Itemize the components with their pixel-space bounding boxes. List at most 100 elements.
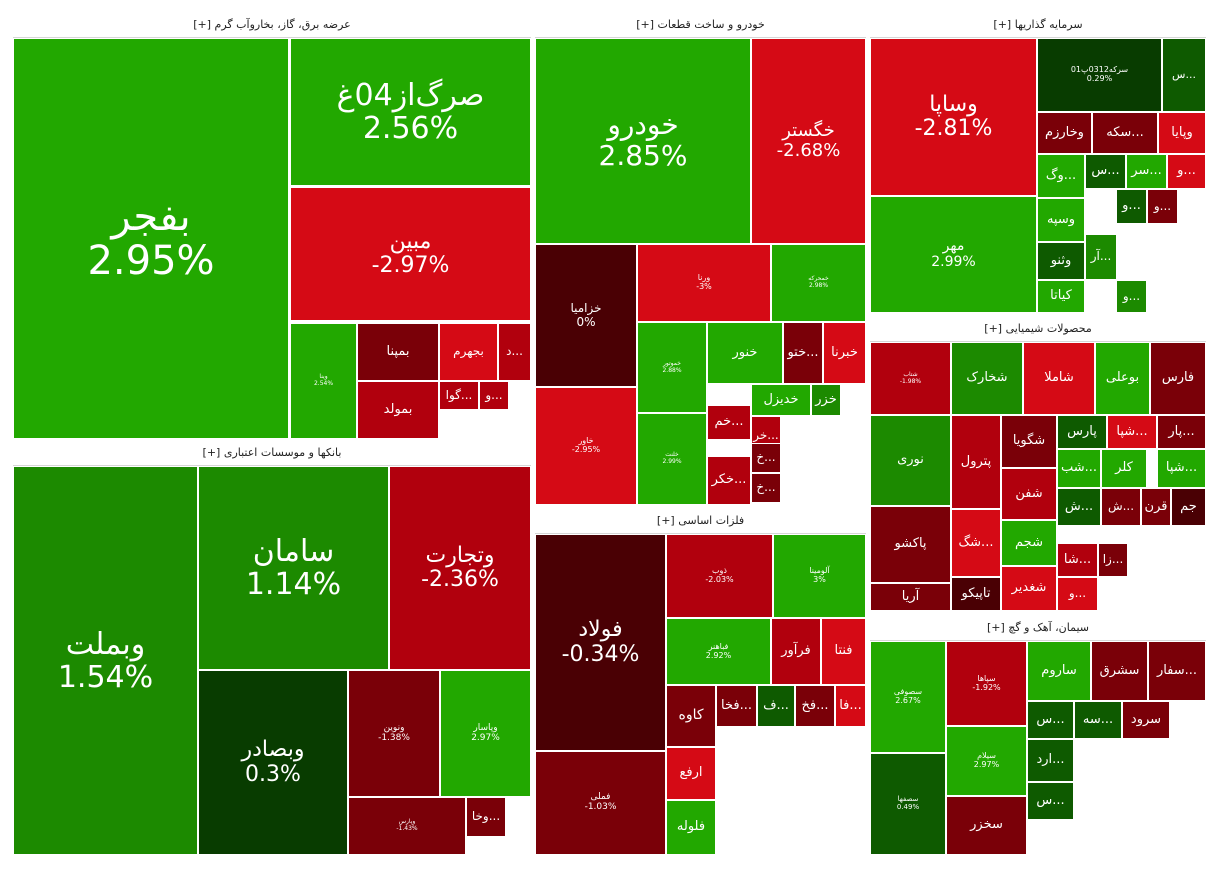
stock-tile[interactable]: بجهرم xyxy=(439,323,498,381)
stock-tile[interactable]: فلوله xyxy=(666,800,716,855)
stock-tile[interactable]: ...پار xyxy=(1157,415,1206,449)
stock-tile[interactable]: سصفها 0.49% xyxy=(870,753,946,855)
stock-tile[interactable]: ...سر xyxy=(1126,154,1167,189)
stock-tile[interactable]: شگویا xyxy=(1001,415,1057,468)
stock-tile[interactable]: شجم xyxy=(1001,520,1057,566)
stock-tile[interactable]: ...ف xyxy=(757,685,795,727)
stock-tile[interactable]: پارس xyxy=(1057,415,1107,449)
stock-tile[interactable]: وبصادر 0.3% xyxy=(198,670,348,855)
stock-tile[interactable]: ...شپا xyxy=(1107,415,1157,449)
stock-tile[interactable]: شخارک xyxy=(951,342,1023,415)
stock-tile[interactable]: ...س xyxy=(1162,38,1206,112)
stock-tile[interactable]: سصوفی 2.67% xyxy=(870,641,946,753)
stock-tile[interactable]: ...فخ xyxy=(795,685,835,727)
stock-tile[interactable]: ...و xyxy=(1116,280,1147,313)
stock-tile[interactable]: خموتور 2.88% xyxy=(637,322,707,413)
stock-tile[interactable]: ...د xyxy=(498,323,531,381)
sector-title[interactable]: بانکها و موسسات اعتباری [+] xyxy=(13,441,531,466)
stock-tile[interactable]: وبملت 1.54% xyxy=(13,466,198,855)
stock-tile[interactable]: ساروم xyxy=(1027,641,1091,701)
stock-tile[interactable]: کاوه xyxy=(666,685,716,747)
stock-tile[interactable]: خنور xyxy=(707,322,783,384)
stock-tile[interactable]: ...و xyxy=(1116,189,1147,224)
stock-tile[interactable]: ...س xyxy=(1085,154,1126,189)
stock-tile[interactable]: شاملا xyxy=(1023,342,1095,415)
sector-title[interactable]: محصولات شیمیایی [+] xyxy=(870,317,1206,342)
stock-tile[interactable]: ...و xyxy=(1057,577,1098,611)
stock-tile[interactable]: تاپیکو xyxy=(951,577,1001,611)
stock-tile[interactable]: آلومینا 3% xyxy=(773,534,866,618)
stock-tile[interactable]: بفجر 2.95% xyxy=(13,38,289,439)
stock-tile[interactable]: ...ارد xyxy=(1027,739,1074,782)
sector-title[interactable]: خودرو و ساخت قطعات [+] xyxy=(535,13,866,38)
stock-tile[interactable]: ذوب -2.03% xyxy=(666,534,773,618)
sector-title[interactable]: عرضه برق، گاز، بخاروآب گرم [+] xyxy=(13,13,531,38)
stock-tile[interactable]: وثنو xyxy=(1037,242,1085,280)
stock-tile[interactable]: سپاها -1.92% xyxy=(946,641,1027,726)
stock-tile[interactable]: وخارزم xyxy=(1037,112,1092,154)
stock-tile[interactable]: ...شپا xyxy=(1157,449,1206,488)
stock-tile[interactable]: ...شا xyxy=(1057,543,1098,577)
stock-tile[interactable]: وینا 2.54% xyxy=(290,323,357,439)
stock-tile[interactable]: ونوین -1.38% xyxy=(348,670,440,797)
stock-tile[interactable]: ...و xyxy=(1147,189,1178,224)
stock-tile[interactable]: وپایا xyxy=(1158,112,1206,154)
stock-tile[interactable]: سرکه0312پ01 0.29% xyxy=(1037,38,1162,112)
stock-tile[interactable]: خزر xyxy=(811,384,841,416)
stock-tile[interactable]: ...ش xyxy=(1057,488,1101,526)
stock-tile[interactable]: ...و xyxy=(479,381,509,410)
stock-tile[interactable]: سامان 1.14% xyxy=(198,466,389,670)
sector-title[interactable]: فلزات اساسی [+] xyxy=(535,509,866,534)
stock-tile[interactable]: ورنا -3% xyxy=(637,244,771,322)
stock-tile[interactable]: کیاتا xyxy=(1037,280,1085,313)
stock-tile[interactable]: ...فخا xyxy=(716,685,757,727)
stock-tile[interactable]: ...گوا xyxy=(439,381,479,410)
stock-tile[interactable]: خبرنا xyxy=(823,322,866,384)
stock-tile[interactable]: ...وخا xyxy=(466,797,506,837)
stock-tile[interactable]: فارس xyxy=(1150,342,1206,415)
stock-tile[interactable]: صرگ‌از04غ 2.56% xyxy=(290,38,531,186)
stock-tile[interactable]: خلنت 2.99% xyxy=(637,413,707,505)
stock-tile[interactable]: سرود xyxy=(1122,701,1170,739)
sector-title[interactable]: سرمایه گذاریها [+] xyxy=(870,13,1206,38)
stock-tile[interactable]: سشرق xyxy=(1091,641,1148,701)
stock-tile[interactable]: کلر xyxy=(1101,449,1147,488)
stock-tile[interactable]: خدیزل xyxy=(751,384,811,416)
stock-tile[interactable]: ...س xyxy=(1027,782,1074,820)
stock-tile[interactable]: ...شب xyxy=(1057,449,1101,488)
stock-tile[interactable]: ...آر xyxy=(1085,234,1117,280)
stock-tile[interactable]: ارفع xyxy=(666,747,716,800)
sector-title[interactable]: سیمان، آهک و گچ [+] xyxy=(870,616,1206,641)
stock-tile[interactable]: وپاسار 2.97% xyxy=(440,670,531,797)
stock-tile[interactable]: ...ختو xyxy=(783,322,823,384)
stock-tile[interactable]: وساپا -2.81% xyxy=(870,38,1037,196)
stock-tile[interactable]: شتاب -1.98% xyxy=(870,342,951,415)
stock-tile[interactable]: بمولد xyxy=(357,381,439,439)
stock-tile[interactable]: وسپه xyxy=(1037,198,1085,242)
stock-tile[interactable]: جم xyxy=(1171,488,1206,526)
stock-tile[interactable]: مبین -2.97% xyxy=(290,187,531,321)
stock-tile[interactable]: ...شگ xyxy=(951,509,1001,577)
stock-tile[interactable]: مهر 2.99% xyxy=(870,196,1037,313)
stock-tile[interactable]: سیلام 2.97% xyxy=(946,726,1027,796)
stock-tile[interactable]: ...سه xyxy=(1074,701,1122,739)
stock-tile[interactable]: پترول xyxy=(951,415,1001,509)
stock-tile[interactable]: سخزر xyxy=(946,796,1027,855)
stock-tile[interactable]: ...خکر xyxy=(707,456,751,505)
stock-tile[interactable]: پاکشو xyxy=(870,506,951,583)
stock-tile[interactable]: ...وگ xyxy=(1037,154,1085,198)
stock-tile[interactable]: ...خ xyxy=(751,443,781,473)
stock-tile[interactable]: خمحرکه 2.98% xyxy=(771,244,866,322)
stock-tile[interactable]: شفن xyxy=(1001,468,1057,520)
stock-tile[interactable]: وپارس -1.43% xyxy=(348,797,466,855)
stock-tile[interactable]: فرآور xyxy=(771,618,821,685)
stock-tile[interactable]: وتجارت -2.36% xyxy=(389,466,531,670)
stock-tile[interactable]: ...زا xyxy=(1098,543,1128,577)
stock-tile[interactable]: ...ش xyxy=(1101,488,1141,526)
stock-tile[interactable]: ...و xyxy=(1167,154,1206,189)
stock-tile[interactable]: فملی -1.03% xyxy=(535,751,666,855)
stock-tile[interactable]: ...س xyxy=(1027,701,1074,739)
stock-tile[interactable]: ...سکه xyxy=(1092,112,1158,154)
stock-tile[interactable]: فباهنر 2.92% xyxy=(666,618,771,685)
stock-tile[interactable]: شغدیر xyxy=(1001,566,1057,611)
